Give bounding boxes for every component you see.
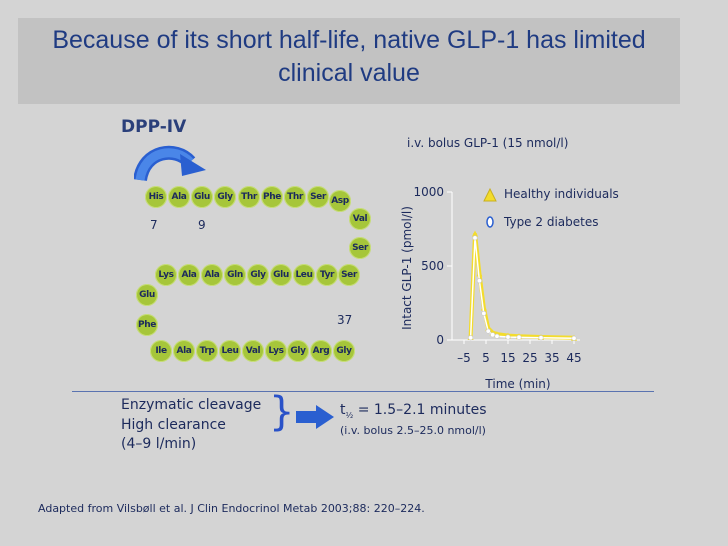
amino-acid-leu: Leu xyxy=(293,264,315,286)
position-label-37: 37 xyxy=(337,313,353,327)
title-banner xyxy=(18,18,680,104)
amino-acid-gly: Gly xyxy=(333,340,355,362)
amino-acid-lys: Lys xyxy=(265,340,287,362)
data-point-diabetes xyxy=(505,334,511,340)
y-tick-label: 500 xyxy=(421,259,444,273)
amino-acid-phe: Phe xyxy=(136,314,158,336)
amino-acid-gln: Gln xyxy=(224,264,246,286)
amino-acid-gly: Gly xyxy=(287,340,309,362)
brace: } xyxy=(269,389,295,435)
half-life-dose-text: (i.v. bolus 2.5–25.0 nmol/l) xyxy=(340,424,486,437)
amino-acid-val: Val xyxy=(349,208,371,230)
data-point-healthy xyxy=(472,230,478,237)
amino-acid-ser: Ser xyxy=(338,264,360,286)
amino-acid-glu: Glu xyxy=(136,284,158,306)
y-tick-label: 1000 xyxy=(413,185,444,199)
half-life-text: t½ = 1.5–2.1 minutes xyxy=(340,402,487,420)
amino-acid-ala: Ala xyxy=(201,264,223,286)
amino-acid-ile: Ile xyxy=(150,340,172,362)
amino-acid-thr: Thr xyxy=(238,186,260,208)
amino-acid-gly: Gly xyxy=(247,264,269,286)
dpp-iv-label: DPP-IV xyxy=(121,117,187,137)
amino-acid-gly: Gly xyxy=(214,186,236,208)
data-point-diabetes xyxy=(472,235,478,241)
chart-subtitle: i.v. bolus GLP-1 (15 nmol/l) xyxy=(407,136,569,150)
amino-acid-phe: Phe xyxy=(261,186,283,208)
amino-acid-lys: Lys xyxy=(155,264,177,286)
amino-acid-glu: Glu xyxy=(191,186,213,208)
x-tick-label: 25 xyxy=(522,351,537,365)
position-label-9: 9 xyxy=(198,218,206,232)
amino-acid-his: His xyxy=(145,186,167,208)
data-point-healthy xyxy=(480,304,487,311)
amino-acid-ala: Ala xyxy=(178,264,200,286)
x-tick-label: 45 xyxy=(566,351,581,365)
data-point-diabetes xyxy=(468,335,474,341)
x-tick-label: 5 xyxy=(482,351,490,365)
citation: Adapted from Vilsbøll et al. J Clin Endo… xyxy=(38,502,425,515)
amino-acid-leu: Leu xyxy=(219,340,241,362)
x-axis-label: Time (min) xyxy=(484,377,550,391)
amino-acid-ala: Ala xyxy=(173,340,195,362)
data-point-diabetes xyxy=(490,332,496,338)
legend-marker-diabetes xyxy=(486,216,494,228)
data-point-diabetes xyxy=(476,278,482,284)
amino-acid-tyr: Tyr xyxy=(316,264,338,286)
position-label-7: 7 xyxy=(150,218,158,232)
clearance-text: High clearance xyxy=(121,417,226,433)
series-line-diabetes xyxy=(469,237,575,339)
amino-acid-ser: Ser xyxy=(349,237,371,259)
data-point-healthy xyxy=(476,270,483,277)
amino-acid-asp: Asp xyxy=(329,190,351,212)
right-arrow-icon xyxy=(296,405,334,429)
amino-acid-val: Val xyxy=(242,340,264,362)
amino-acid-trp: Trp xyxy=(196,340,218,362)
data-point-diabetes xyxy=(538,335,544,341)
section-divider xyxy=(72,391,654,392)
legend-label-diabetes: Type 2 diabetes xyxy=(504,215,599,229)
cleavage-text: Enzymatic cleavage xyxy=(121,397,262,413)
amino-acid-ala: Ala xyxy=(168,186,190,208)
data-point-diabetes xyxy=(485,328,491,334)
x-tick-label: 15 xyxy=(500,351,515,365)
legend-label-healthy: Healthy individuals xyxy=(504,187,619,201)
data-point-diabetes xyxy=(571,335,577,341)
slide-title: Because of its short half-life, native G… xyxy=(52,26,646,87)
y-axis-label: Intact GLP-1 (pmol/l) xyxy=(400,206,414,330)
x-tick-label: –5 xyxy=(457,351,471,365)
data-point-diabetes xyxy=(516,334,522,340)
cleavage-arrow-icon xyxy=(134,145,206,182)
legend-marker-healthy xyxy=(483,187,497,202)
amino-acid-glu: Glu xyxy=(270,264,292,286)
y-tick-label: 0 xyxy=(436,333,444,347)
data-point-diabetes xyxy=(481,310,487,316)
amino-acid-ser: Ser xyxy=(307,186,329,208)
clearance-rate-text: (4–9 l/min) xyxy=(121,436,197,452)
amino-acid-arg: Arg xyxy=(310,340,332,362)
x-tick-label: 35 xyxy=(544,351,559,365)
amino-acid-thr: Thr xyxy=(284,186,306,208)
data-point-diabetes xyxy=(494,333,500,339)
